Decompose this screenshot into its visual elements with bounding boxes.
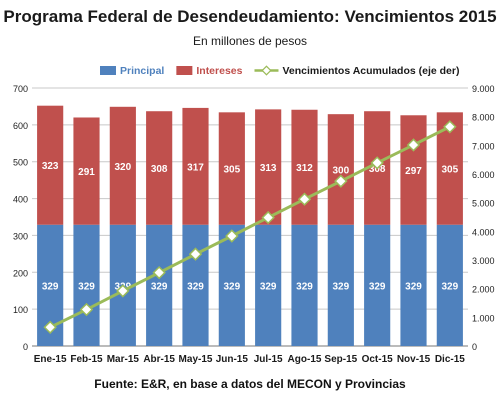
point-vencimientos-acumulados: [443, 120, 457, 134]
data-label-intereses: 323: [42, 161, 59, 172]
legend-marker-vencimientos-acumulados-eje-der: [261, 65, 272, 76]
point-vencimientos-acumulados: [152, 265, 166, 280]
bar-principal: [73, 224, 100, 346]
plot-area: 0 100 200 300 400 500 600 700 0 1.000 2.000 3.000 4.…: [13, 84, 495, 365]
data-label-principal: 329: [441, 281, 458, 292]
legend-swatch-intereses: [176, 66, 193, 75]
bar-principal: [436, 224, 463, 346]
data-label-intereses: 312: [296, 163, 313, 174]
bar-intereses: [37, 105, 64, 225]
point-vencimientos-acumulados: [370, 156, 384, 170]
x-tick-label: Abr-15: [143, 354, 175, 365]
x-tick-label: Jun-15: [216, 354, 249, 365]
bar-principal: [291, 224, 318, 346]
data-label-principal: 329: [151, 281, 168, 292]
data-label-intereses: 313: [260, 163, 277, 174]
y-left-tick-label: 600: [13, 121, 28, 131]
data-label-intereses: 297: [405, 166, 422, 177]
chart-subtitle: En millones de pesos: [193, 34, 307, 48]
x-tick-label: Dic-15: [435, 354, 465, 365]
x-tick-label: Mar-15: [107, 354, 140, 365]
data-label-intereses: 305: [441, 165, 458, 176]
x-tick-label: May-15: [179, 354, 213, 365]
y-right-tick-label: 5.000: [472, 199, 495, 209]
x-tick-label: Ago-15: [288, 354, 322, 365]
legend-label-intereses: Intereses: [196, 65, 242, 77]
x-tick-label: Nov-15: [397, 354, 431, 365]
data-label-principal: 329: [223, 281, 240, 292]
bar-principal: [146, 224, 173, 346]
legend-swatch-principal: [100, 66, 116, 75]
x-tick-label: Sep-15: [324, 354, 357, 365]
bar-intereses: [73, 117, 100, 225]
y-left-tick-label: 0: [23, 342, 28, 352]
y-left-tick-label: 400: [13, 195, 28, 205]
y-right-tick-label: 1.000: [472, 313, 495, 323]
point-vencimientos-acumulados: [406, 138, 421, 152]
bar-intereses: [218, 112, 245, 225]
point-vencimientos-acumulados: [188, 247, 203, 261]
data-label-intereses: 308: [151, 164, 168, 175]
bar-principal: [400, 224, 427, 346]
y-left-tick-label: 100: [13, 305, 28, 315]
plot-background: [32, 88, 468, 346]
y-left-tick-label: 500: [13, 158, 28, 168]
data-label-principal: 329: [42, 281, 59, 292]
bar-principal: [218, 224, 245, 346]
data-label-principal: 329: [187, 281, 204, 292]
y-left-tick-label: 300: [13, 231, 28, 241]
bar-principal: [255, 224, 282, 346]
legend-label-vencimientos-acumulados-eje-der: Vencimientos Acumulados (eje der): [282, 65, 459, 77]
point-vencimientos-acumulados: [43, 320, 57, 335]
x-tick-label: Ene-15: [34, 354, 67, 365]
data-label-principal: 329: [405, 281, 422, 292]
bar-principal: [327, 224, 354, 346]
y-left-tick-label: 700: [13, 84, 28, 94]
point-vencimientos-acumulados: [116, 284, 130, 298]
bar-intereses: [400, 115, 427, 225]
legend-label-principal: Principal: [120, 65, 164, 77]
data-label-principal: 329: [369, 281, 386, 292]
chart-title: Programa Federal de Desendeudamiento: Ve…: [3, 7, 496, 26]
point-vencimientos-acumulados: [261, 210, 275, 225]
y-right-tick-label: 6.000: [472, 170, 495, 180]
data-label-principal: 329: [78, 281, 95, 292]
point-vencimientos-acumulados: [334, 174, 348, 188]
bar-principal: [364, 224, 391, 346]
point-vencimientos-acumulados: [79, 302, 94, 317]
point-vencimientos-acumulados: [225, 229, 239, 243]
line-vencimientos-acumulados: [49, 125, 451, 329]
bar-intereses: [146, 111, 173, 225]
y-right-tick-label: 4.000: [472, 227, 495, 237]
source-note: Fuente: E&R, en base a datos del MECON y…: [94, 377, 406, 391]
data-label-principal: 329: [296, 281, 313, 292]
data-label-intereses: 308: [369, 164, 386, 175]
y-right-tick-label: 3.000: [472, 256, 495, 266]
y-right-tick-label: 9.000: [472, 84, 495, 94]
data-label-intereses: 320: [114, 162, 131, 173]
data-label-principal: 329: [332, 281, 349, 292]
y-right-tick-label: 2.000: [472, 285, 495, 295]
legend: Principal Intereses Vencimientos Acumulado…: [100, 65, 459, 77]
y-right-tick-label: 7.000: [472, 141, 495, 151]
bar-intereses: [182, 107, 209, 225]
y-right-tick-label: 8.000: [472, 113, 495, 123]
data-label-principal: 329: [260, 281, 277, 292]
data-label-intereses: 291: [78, 167, 95, 178]
y-left-tick-label: 200: [13, 268, 28, 278]
bar-intereses: [327, 114, 354, 225]
bar-intereses: [109, 106, 136, 225]
x-tick-label: Feb-15: [70, 354, 103, 365]
point-vencimientos-acumulados: [297, 192, 312, 206]
y-right-tick-label: 0: [472, 342, 477, 352]
data-label-intereses: 300: [332, 165, 349, 176]
x-tick-label: Oct-15: [362, 354, 394, 365]
data-label-intereses: 305: [223, 165, 240, 176]
bar-principal: [182, 224, 209, 346]
x-tick-label: Jul-15: [254, 354, 283, 365]
bar-intereses: [255, 109, 282, 225]
data-label-intereses: 317: [187, 162, 204, 173]
